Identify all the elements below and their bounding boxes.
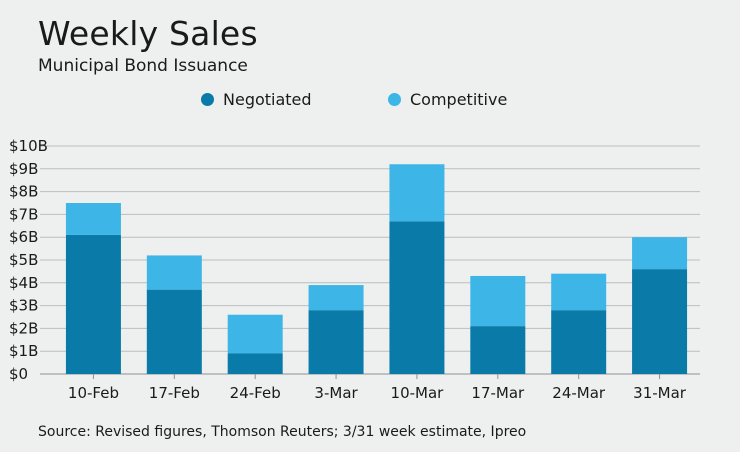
bar-competitive-17-mar	[470, 275, 526, 327]
x-tick-label: 10-Feb	[68, 384, 119, 402]
x-tick-label: 31-Mar	[633, 384, 687, 402]
legend-label-competitive: Competitive	[410, 90, 508, 109]
bar-competitive-10-mar	[389, 164, 445, 222]
y-tick-label: $5B	[9, 251, 38, 269]
x-tick-label: 24-Mar	[552, 384, 606, 402]
legend: Negotiated Competitive	[0, 90, 740, 110]
legend-swatch-negotiated	[201, 93, 214, 106]
chart-title: Weekly Sales	[38, 14, 258, 53]
y-tick-label: $8B	[9, 183, 38, 201]
legend-item-negotiated: Negotiated	[201, 90, 312, 109]
bar-negotiated-10-feb	[65, 234, 121, 374]
y-tick-label: $2B	[9, 319, 38, 337]
y-tick-label: $1B	[9, 342, 38, 360]
x-tick-label: 17-Mar	[471, 384, 525, 402]
bar-negotiated-24-mar	[551, 310, 607, 374]
x-tick-label: 24-Feb	[230, 384, 281, 402]
source-note: Source: Revised figures, Thomson Reuters…	[38, 424, 527, 440]
bar-negotiated-3-mar	[308, 310, 364, 374]
y-tick-label: $3B	[9, 297, 38, 315]
bar-negotiated-10-mar	[389, 221, 445, 374]
bar-negotiated-31-mar	[632, 269, 688, 374]
y-tick-label: $0	[9, 365, 28, 383]
bar-competitive-3-mar	[308, 285, 364, 311]
x-tick-label: 10-Mar	[391, 384, 445, 402]
bar-negotiated-17-mar	[470, 326, 526, 374]
legend-swatch-competitive	[388, 93, 401, 106]
bar-competitive-10-feb	[65, 203, 121, 235]
y-tick-label: $7B	[9, 205, 38, 223]
bar-competitive-24-feb	[227, 314, 283, 354]
y-tick-label: $6B	[9, 228, 38, 246]
bar-competitive-24-mar	[551, 273, 607, 311]
bar-negotiated-17-feb	[146, 289, 202, 374]
y-tick-label: $10B	[9, 137, 48, 155]
bar-negotiated-24-feb	[227, 353, 283, 374]
y-tick-label: $4B	[9, 274, 38, 292]
x-tick-label: 3-Mar	[314, 384, 358, 402]
chart-subtitle: Municipal Bond Issuance	[38, 56, 248, 76]
x-tick-label: 17-Feb	[149, 384, 200, 402]
legend-item-competitive: Competitive	[388, 90, 507, 109]
legend-label-negotiated: Negotiated	[223, 90, 312, 109]
bar-competitive-17-feb	[146, 255, 202, 290]
y-tick-label: $9B	[9, 160, 38, 178]
bar-competitive-31-mar	[632, 237, 688, 270]
